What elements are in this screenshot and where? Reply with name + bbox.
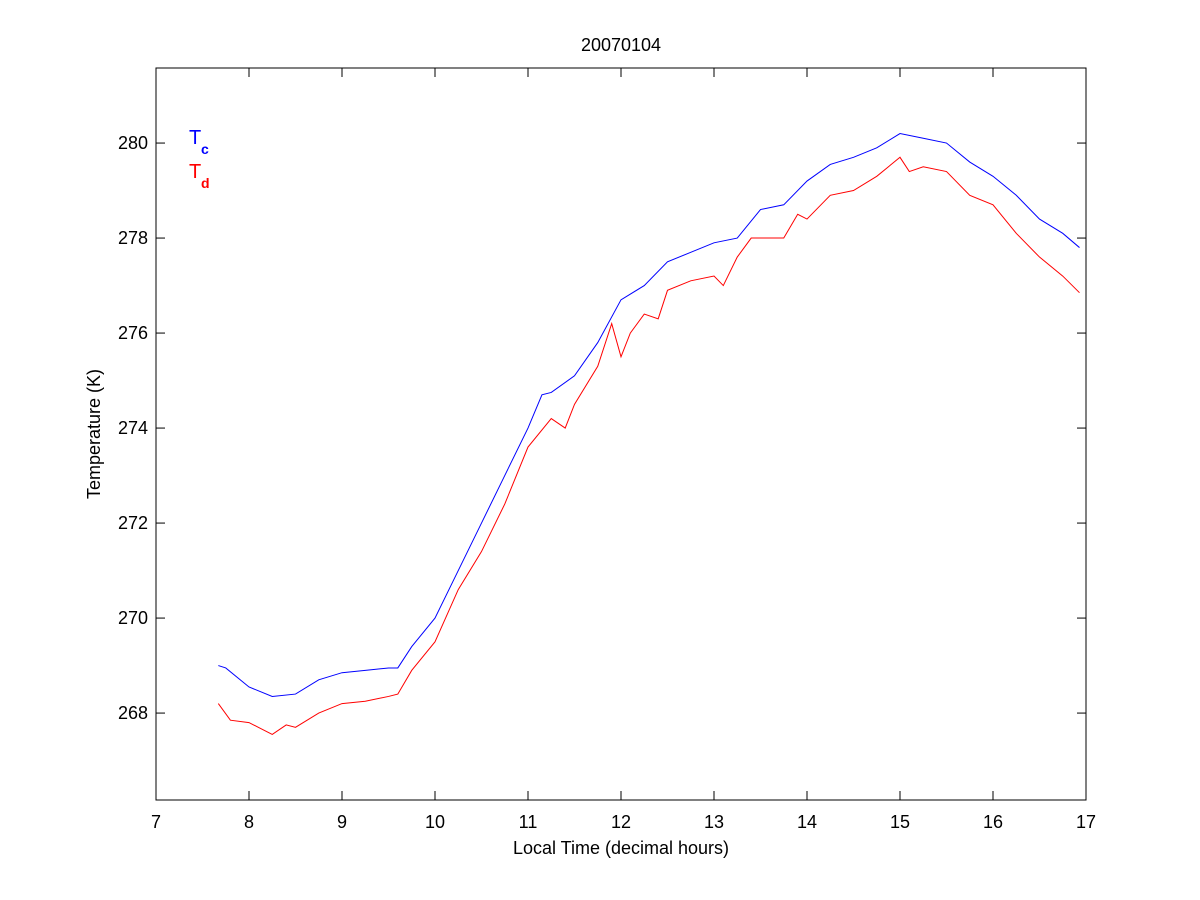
x-tick-label: 13 — [704, 812, 724, 832]
y-tick-label: 274 — [118, 418, 148, 438]
legend-label: T — [189, 127, 201, 149]
plot-area — [155, 67, 1087, 801]
x-tick-label: 15 — [890, 812, 910, 832]
legend-label: T — [189, 161, 201, 183]
legend-subscript: d — [201, 175, 210, 191]
data-line — [217, 156, 1080, 736]
y-tick-label: 280 — [118, 133, 148, 153]
x-tick-label: 16 — [983, 812, 1003, 832]
y-tick-label: 276 — [118, 323, 148, 343]
y-axis-label: Temperature (K) — [84, 369, 104, 499]
y-tick-label: 268 — [118, 703, 148, 723]
legend-subscript: c — [201, 141, 209, 157]
x-axis-label: Local Time (decimal hours) — [513, 838, 729, 858]
x-tick-label: 9 — [337, 812, 347, 832]
x-tick-label: 8 — [244, 812, 254, 832]
x-tick-label: 7 — [151, 812, 161, 832]
x-tick-label: 14 — [797, 812, 817, 832]
x-tick-label: 17 — [1076, 812, 1096, 832]
x-tick-label: 10 — [425, 812, 445, 832]
y-tick-label: 270 — [118, 608, 148, 628]
data-line — [218, 133, 1080, 697]
y-tick-label: 278 — [118, 228, 148, 248]
chart-title: 20070104 — [581, 35, 661, 55]
y-tick-label: 272 — [118, 513, 148, 533]
x-tick-label: 11 — [519, 812, 538, 832]
x-tick-label: 12 — [611, 812, 631, 832]
